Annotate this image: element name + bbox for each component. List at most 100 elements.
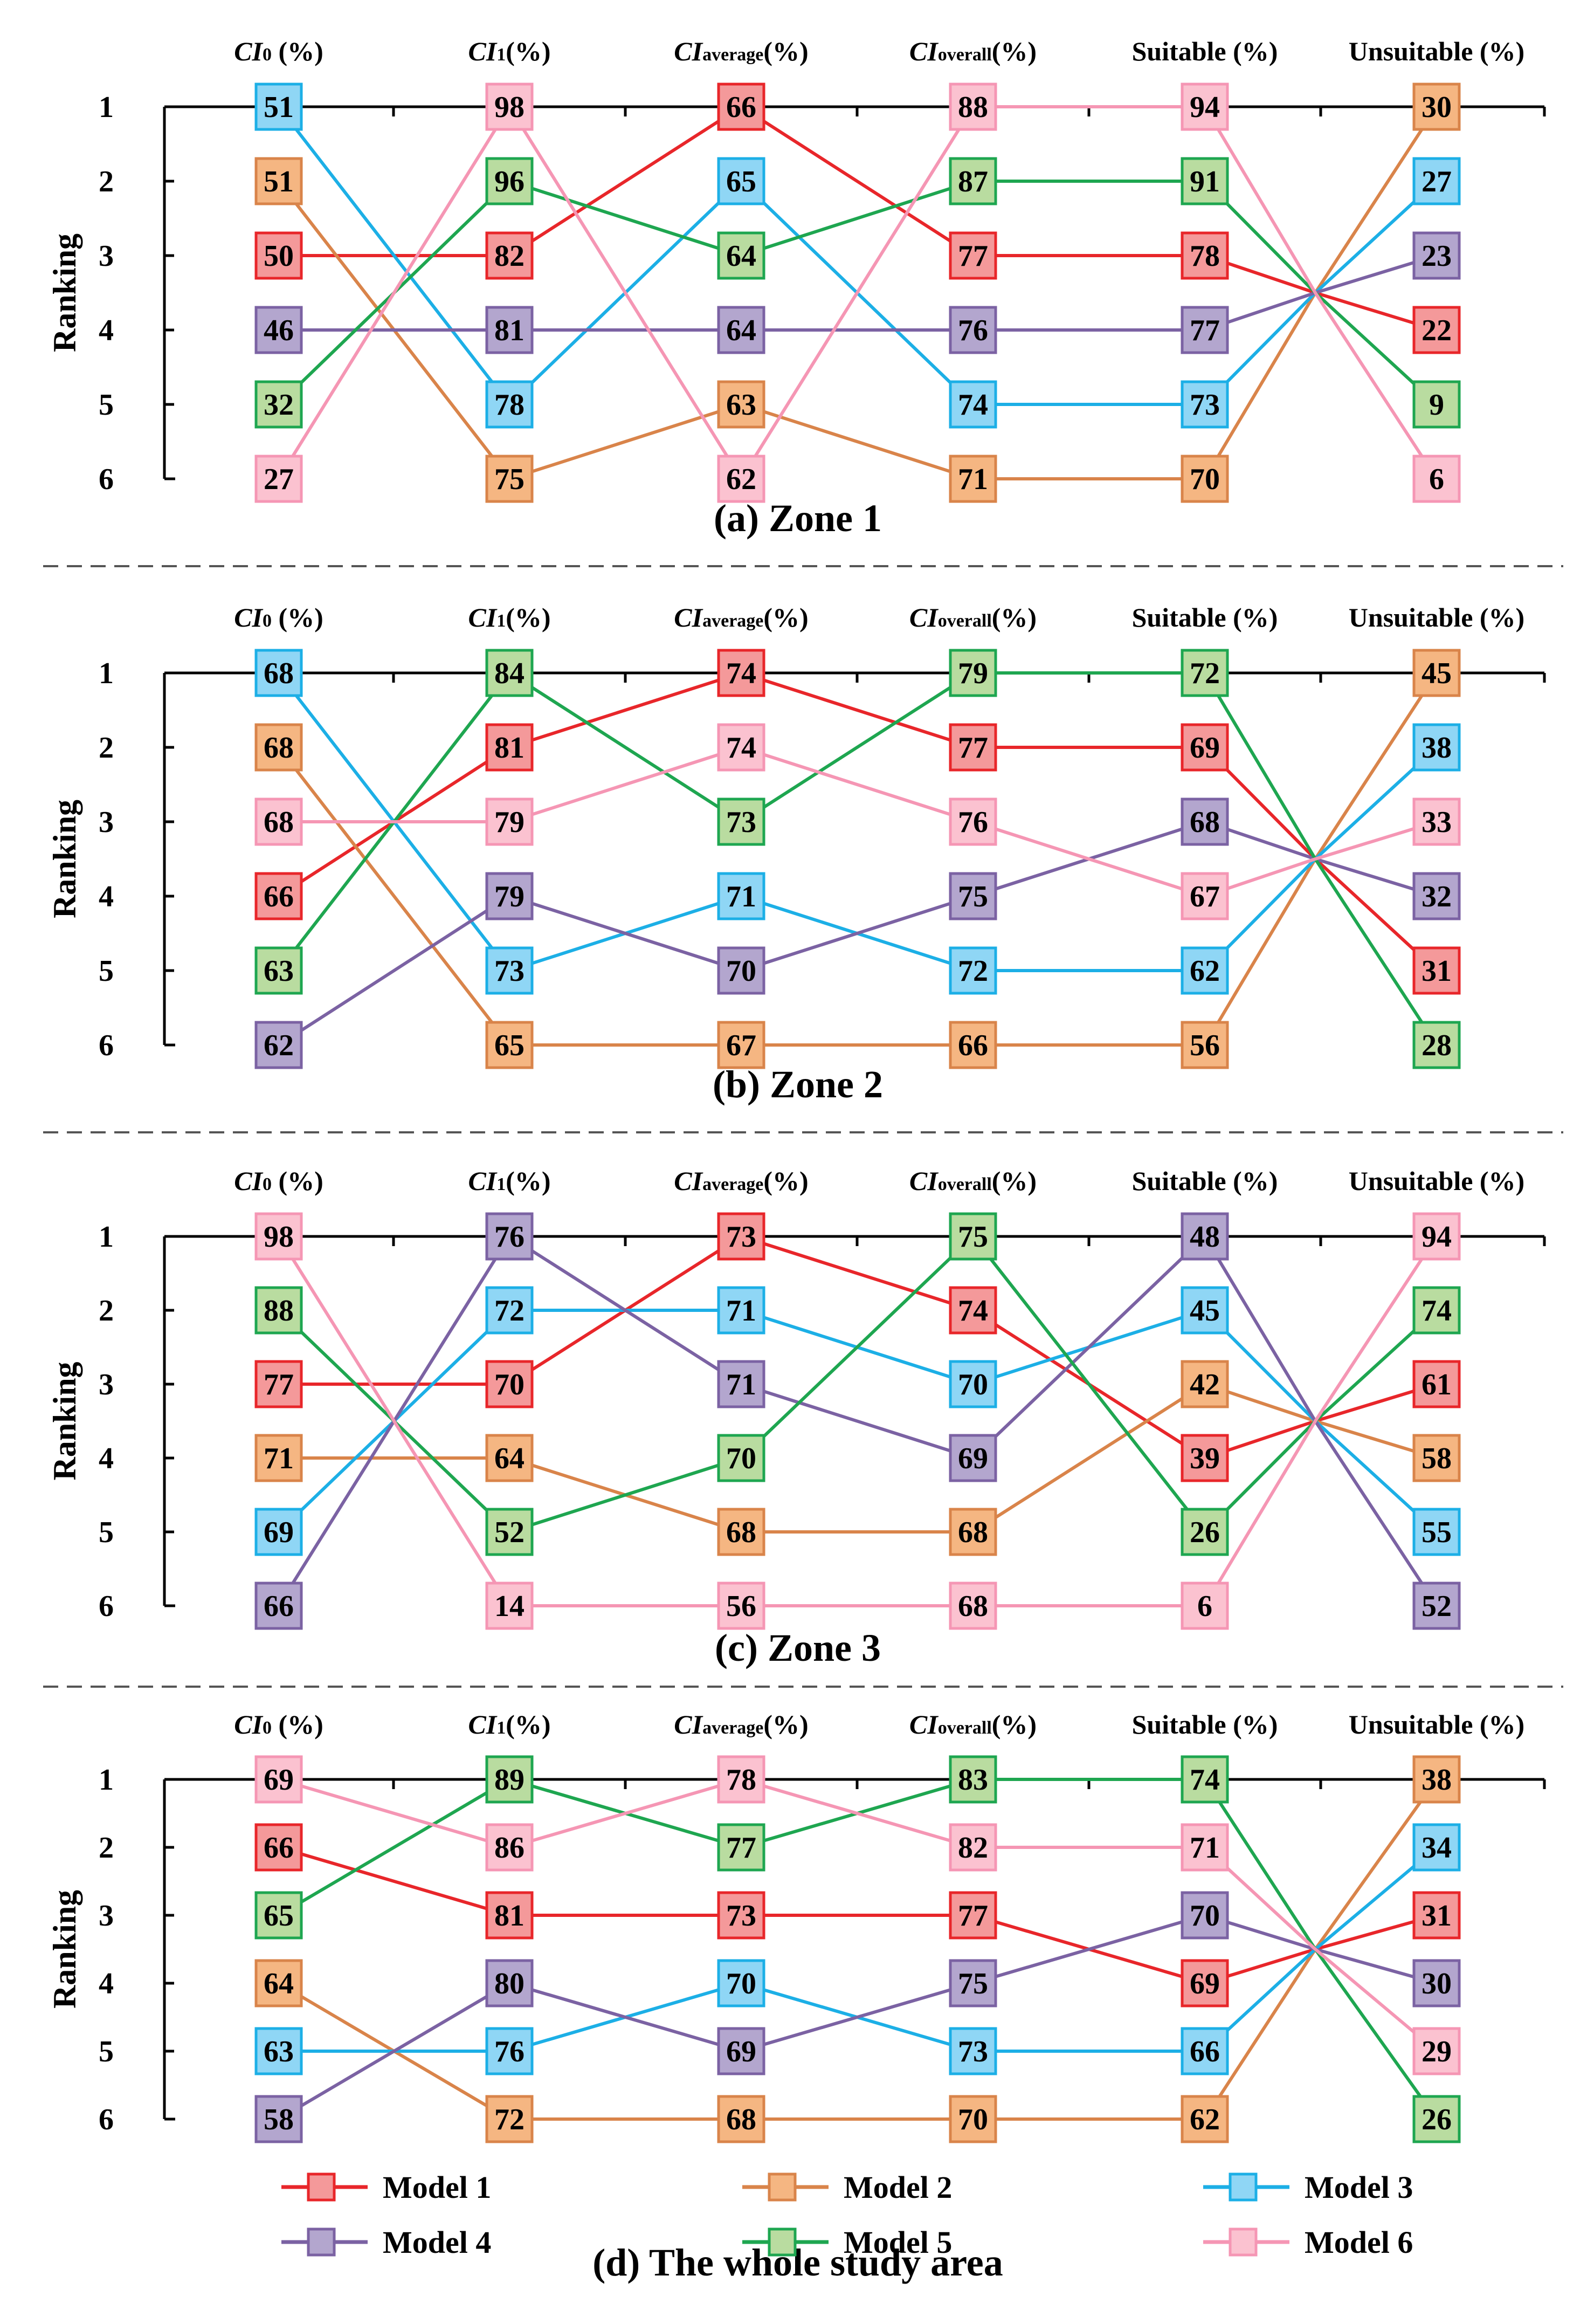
node-model-4 — [949, 1434, 997, 1482]
node-model-3 — [717, 872, 765, 920]
node-value: 88 — [958, 91, 988, 124]
node-model-2 — [1181, 2095, 1229, 2143]
node-value: 6 — [1429, 463, 1444, 496]
node-model-1 — [949, 231, 997, 280]
node-model-2 — [717, 1021, 765, 1069]
node-value: 81 — [494, 731, 525, 765]
node-value: 68 — [958, 1590, 988, 1623]
node-model-4 — [1412, 1959, 1461, 2007]
node-value: 28 — [1422, 1029, 1452, 1062]
legend-label: Model 4 — [383, 2225, 491, 2260]
legend: Model 1 Model 2 Model 3 Model 4 Model 5 Model… — [281, 2170, 1413, 2260]
legend-marker — [768, 2227, 797, 2257]
panel-4: CI0 (%) CI1(%) CIaverage(%) CIoverall(%) Sui… — [47, 1709, 1546, 2284]
node-model-4 — [949, 306, 997, 354]
legend-item-model-6: Model 6 — [1203, 2225, 1413, 2260]
node-value: 50 — [264, 239, 294, 273]
column-label: CI0 (%) — [234, 1709, 323, 1739]
series-line-model-4 — [278, 1913, 1437, 2121]
node-value: 74 — [726, 731, 756, 765]
node-value: 61 — [1422, 1368, 1452, 1401]
y-axis-label: Ranking — [47, 800, 82, 918]
node-model-6 — [254, 1212, 303, 1261]
node-value: 79 — [494, 806, 525, 839]
rank-tick-label: 2 — [99, 165, 114, 198]
node-model-5 — [485, 649, 534, 697]
rank-tick-label: 6 — [99, 2103, 114, 2136]
node-model-5 — [254, 1286, 303, 1335]
node-value: 77 — [958, 239, 988, 273]
rank-tick-label: 5 — [99, 2035, 114, 2068]
node-model-1 — [1181, 723, 1229, 772]
node-model-4 — [717, 1360, 765, 1408]
column-label: CI1(%) — [468, 1166, 550, 1196]
column-label: CI1(%) — [468, 1709, 550, 1739]
node-model-4 — [485, 872, 534, 920]
node-value: 66 — [958, 1029, 988, 1062]
panel-title: (c) Zone 3 — [715, 1626, 881, 1669]
node-model-1 — [254, 872, 303, 920]
node-value: 74 — [726, 657, 756, 690]
node-model-5 — [254, 1891, 303, 1940]
node-model-2 — [1412, 1755, 1461, 1804]
node-value: 75 — [958, 1220, 988, 1254]
node-model-4 — [485, 1212, 534, 1261]
node-model-5 — [485, 157, 534, 205]
node-model-2 — [1412, 1434, 1461, 1482]
node-model-2 — [254, 157, 303, 205]
panel-2: CI0 (%) CI1(%) CIaverage(%) CIoverall(%) Sui… — [43, 602, 1563, 1133]
node-value: 6 — [1197, 1590, 1212, 1623]
node-model-6 — [254, 455, 303, 503]
node-value: 74 — [958, 388, 988, 422]
node-value: 68 — [264, 806, 294, 839]
node-value: 88 — [264, 1294, 294, 1328]
node-model-6 — [949, 82, 997, 131]
node-model-4 — [485, 1959, 534, 2007]
rank-tick-label: 1 — [99, 1220, 114, 1254]
node-model-1 — [717, 649, 765, 697]
node-value: 81 — [494, 314, 525, 347]
node-model-5 — [717, 231, 765, 280]
node-value: 98 — [264, 1220, 294, 1254]
node-model-2 — [717, 1508, 765, 1556]
node-model-6 — [1181, 1582, 1229, 1630]
node-model-1 — [1412, 1360, 1461, 1408]
node-value: 82 — [958, 1831, 988, 1865]
node-model-1 — [1181, 1434, 1229, 1482]
node-value: 58 — [1422, 1442, 1452, 1475]
column-label: Unsuitable (%) — [1349, 1709, 1524, 1739]
node-model-3 — [254, 2027, 303, 2075]
legend-item-model-2: Model 2 — [742, 2170, 952, 2205]
node-value: 72 — [494, 2103, 525, 2136]
node-model-3 — [1412, 1508, 1461, 1556]
node-model-5 — [1412, 380, 1461, 429]
node-value: 70 — [726, 954, 756, 988]
panel-1: CI0 (%) CI1(%) CIaverage(%) CIoverall(%) Sui… — [43, 36, 1563, 567]
node-model-4 — [717, 2027, 765, 2075]
node-value: 65 — [726, 165, 756, 198]
node-model-5 — [949, 1212, 997, 1261]
node-value: 78 — [726, 1763, 756, 1797]
node-model-1 — [949, 723, 997, 772]
node-value: 31 — [1422, 954, 1452, 988]
node-value: 70 — [494, 1368, 525, 1401]
column-label: CI0 (%) — [234, 36, 323, 66]
node-value: 63 — [264, 954, 294, 988]
node-value: 70 — [726, 1967, 756, 2000]
node-model-3 — [1412, 723, 1461, 772]
node-value: 64 — [264, 1967, 294, 2000]
node-model-2 — [254, 1434, 303, 1482]
panel-title: (b) Zone 2 — [713, 1063, 883, 1106]
node-model-1 — [485, 231, 534, 280]
node-model-5 — [485, 1755, 534, 1804]
rank-tick-label: 2 — [99, 1831, 114, 1865]
node-model-2 — [485, 2095, 534, 2143]
node-model-6 — [717, 1755, 765, 1804]
node-value: 64 — [726, 239, 756, 273]
node-value: 79 — [494, 880, 525, 913]
node-model-5 — [717, 1434, 765, 1482]
legend-label: Model 2 — [844, 2170, 952, 2205]
node-model-2 — [949, 455, 997, 503]
node-value: 74 — [1422, 1294, 1452, 1328]
node-value: 70 — [1190, 1899, 1220, 1933]
